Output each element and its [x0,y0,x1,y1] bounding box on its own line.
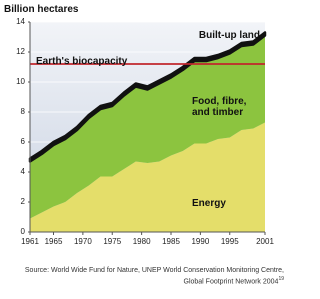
series-label: Energy [192,198,226,209]
y-tick-label: 8 [21,107,26,116]
y-tick-label: 12 [16,47,25,56]
area [30,35,265,219]
x-tick-label: 2001 [256,237,274,246]
chart: 0 2 4 6 8 10 12 14 1961 1965 1970 1975 1980 1985 1990 1… [16,17,274,246]
x-tick-label: 1990 [191,237,209,246]
y-axis-title: Billion hectares [4,4,79,15]
y-tick-label: 10 [16,77,25,86]
reference-label: Earth's biocapacity [36,56,128,67]
x-tick-label: 1975 [103,237,121,246]
y-tick-label: 4 [21,167,26,176]
x-tick-label: 1980 [133,237,151,246]
y-tick-label: 6 [21,137,26,146]
y-tick-label: 2 [21,197,26,206]
page: {"chart_data": {"type": "stacked-area", … [4,4,284,286]
x-tick-label: 1965 [45,237,63,246]
source: Source: World Wide Fund for Nature, UNEP… [24,266,284,286]
series-label: Built-up land [198,30,260,41]
area [30,122,265,232]
x-tick-label: 1995 [221,237,239,246]
x-tick-label: 1985 [162,237,180,246]
area [28,31,267,163]
series-label: Food, fibre, and timber [192,96,247,118]
y-tick-label: 14 [16,17,25,26]
y-tick-label: 0 [21,227,26,236]
source-text: Source: World Wide Fund for Nature, UNEP… [24,267,284,286]
source-note: 19 [278,276,284,282]
x-tick-label: 1970 [74,237,92,246]
x-tick-label: 1961 [21,237,39,246]
